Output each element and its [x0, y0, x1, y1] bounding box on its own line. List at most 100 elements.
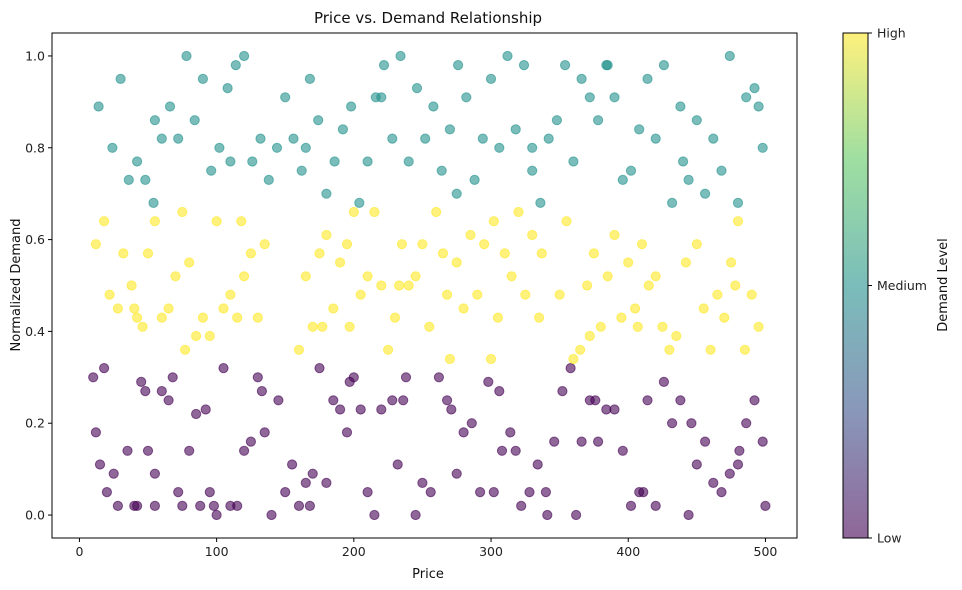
data-point-high — [593, 115, 604, 126]
data-point-medium — [609, 229, 620, 241]
data-point-low — [400, 372, 412, 383]
data-point-low — [177, 500, 188, 511]
data-point-medium — [245, 248, 256, 259]
data-point-low — [700, 436, 711, 447]
colorbar-tick-label-medium: Medium — [877, 278, 927, 293]
data-point-low — [451, 468, 462, 479]
data-point-high — [451, 188, 462, 199]
data-point-medium — [492, 312, 503, 323]
data-point-high — [678, 156, 689, 167]
data-point-low — [369, 509, 380, 521]
data-point-high — [510, 124, 521, 135]
data-point-high — [255, 133, 266, 144]
colorbar-ticks: Low Medium High — [868, 26, 927, 546]
data-point-low — [341, 427, 353, 438]
data-point-high — [403, 156, 414, 167]
data-point-medium — [293, 344, 305, 355]
data-point-high — [140, 174, 151, 185]
data-point-medium — [218, 303, 229, 314]
data-point-low — [565, 363, 576, 374]
data-point-medium — [177, 206, 188, 218]
colorbar — [843, 33, 868, 538]
data-point-high — [609, 92, 620, 103]
x-tick-label: 500 — [754, 544, 778, 559]
y-tick-label: 0.2 — [25, 416, 45, 431]
data-point-low — [749, 395, 760, 406]
data-point-medium — [575, 344, 586, 355]
data-point-high — [428, 101, 439, 112]
data-point-low — [734, 445, 745, 456]
data-point-high — [477, 133, 488, 144]
data-point-high — [700, 188, 711, 199]
data-point-medium — [730, 280, 741, 291]
data-point-high — [551, 115, 563, 126]
data-point-low — [387, 395, 398, 406]
data-point-low — [458, 427, 469, 438]
data-point-low — [658, 376, 670, 387]
data-point-low — [593, 436, 604, 447]
data-point-low — [442, 395, 453, 406]
data-point-low — [724, 468, 735, 479]
data-point-high — [304, 73, 315, 85]
data-point-low — [355, 404, 366, 415]
data-point-medium — [180, 344, 191, 355]
plot-frame — [51, 32, 798, 539]
data-point-high — [436, 165, 447, 176]
data-point-high — [149, 115, 160, 126]
data-point-high — [107, 142, 118, 153]
data-point-low — [239, 445, 250, 456]
data-point-high — [148, 197, 159, 208]
data-point-low — [410, 509, 421, 521]
data-point-medium — [595, 321, 606, 332]
y-tick-label: 0.0 — [25, 508, 45, 523]
data-point-low — [256, 386, 267, 397]
data-point-medium — [451, 257, 462, 268]
data-point-medium — [444, 353, 455, 365]
plot-area — [52, 33, 797, 538]
data-point-low — [760, 500, 771, 511]
data-point-low — [191, 408, 202, 420]
data-point-high — [724, 50, 735, 62]
data-point-low — [280, 487, 291, 498]
data-point-low — [392, 459, 403, 470]
data-point-low — [287, 459, 298, 470]
data-point-high — [280, 92, 291, 103]
data-point-low — [208, 500, 219, 511]
data-point-medium — [732, 216, 744, 227]
data-point-medium — [252, 312, 263, 323]
data-point-medium — [513, 206, 524, 218]
data-point-medium — [149, 216, 160, 227]
data-point-low — [211, 509, 222, 521]
data-point-low — [94, 459, 106, 470]
data-point-high — [337, 124, 348, 135]
data-point-medium — [383, 344, 394, 355]
data-point-medium — [616, 312, 627, 323]
data-point-high — [115, 73, 126, 85]
data-point-medium — [472, 289, 483, 300]
data-point-medium — [485, 353, 497, 365]
y-tick-label: 1.0 — [25, 48, 45, 63]
data-point-medium — [300, 271, 311, 282]
data-point-medium — [321, 229, 332, 241]
data-point-medium — [389, 312, 401, 323]
data-point-low — [716, 487, 727, 498]
data-point-medium — [118, 248, 129, 259]
colorbar-label: Demand Level — [936, 238, 951, 332]
data-point-low — [252, 372, 263, 383]
data-point-medium — [396, 239, 407, 250]
data-point-high — [576, 73, 587, 85]
data-point-low — [542, 509, 553, 521]
data-point-medium — [132, 312, 143, 323]
data-point-low — [142, 445, 154, 456]
data-point-medium — [527, 229, 538, 241]
data-point-high — [387, 133, 398, 144]
data-point-medium — [403, 280, 414, 291]
x-tick-label: 0 — [75, 544, 83, 559]
data-point-high — [634, 124, 645, 135]
data-point-high — [173, 133, 184, 144]
data-point-high — [225, 156, 236, 167]
data-point-high — [527, 165, 538, 176]
data-point-medium — [369, 206, 380, 218]
data-point-medium — [643, 280, 654, 291]
